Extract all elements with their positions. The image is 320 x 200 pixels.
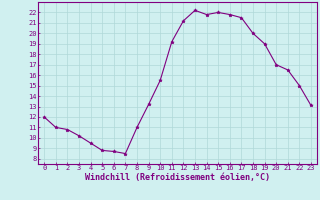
X-axis label: Windchill (Refroidissement éolien,°C): Windchill (Refroidissement éolien,°C) [85, 173, 270, 182]
